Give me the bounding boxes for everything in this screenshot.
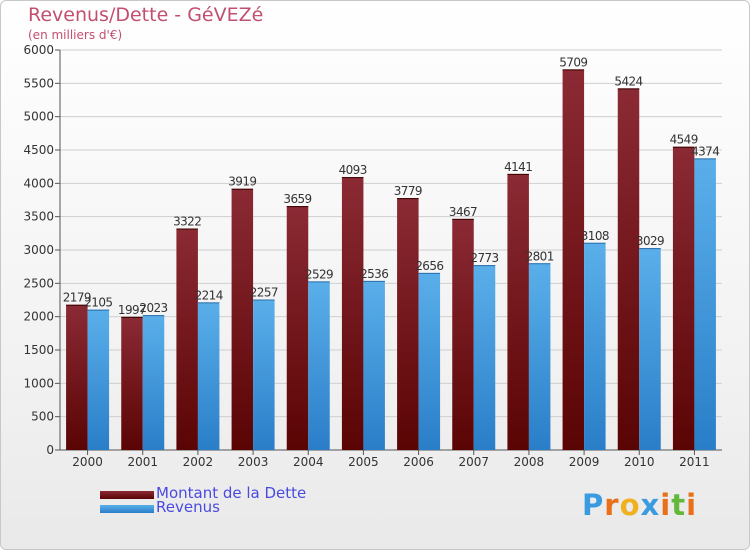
bar-revenus-2004 xyxy=(308,281,330,450)
logo-letter: P xyxy=(582,488,605,522)
data-label-revenus-2009: 3108 xyxy=(581,229,609,243)
x-tick-label: 2003 xyxy=(238,455,269,469)
bars-layer xyxy=(66,69,716,451)
x-tick-label: 2010 xyxy=(624,455,655,469)
x-tick-label: 2000 xyxy=(72,455,103,469)
bar-dette-2002 xyxy=(176,228,198,450)
bar-dette-2006 xyxy=(397,198,419,450)
x-tick-label: 2004 xyxy=(293,455,324,469)
legend-swatch-revenus xyxy=(100,505,154,513)
grid-layer: 0 500 1000 1500 2000 2500 3000 3500 4000 4500 5000… xyxy=(23,43,722,469)
data-label-dette-2011: 4549 xyxy=(670,133,698,147)
y-tick-label: 4500 xyxy=(23,143,54,157)
y-tick-label: 2000 xyxy=(23,310,54,324)
y-tick-label: 500 xyxy=(31,410,54,424)
data-label-dette-2005: 4093 xyxy=(339,163,367,177)
y-tick-label: 3000 xyxy=(23,243,54,257)
chart-subtitle: (en milliers d'€) xyxy=(28,28,123,42)
logo-letter: o xyxy=(619,488,641,522)
data-label-revenus-2003: 2257 xyxy=(250,286,278,300)
legend-label-dette: Montant de la Dette xyxy=(156,484,307,502)
y-tick-label: 3500 xyxy=(23,210,54,224)
data-label-dette-2002: 3322 xyxy=(173,215,201,229)
bar-revenus-2005 xyxy=(363,280,385,450)
bar-dette-2009 xyxy=(562,69,585,451)
data-label-revenus-2011: 4374 xyxy=(691,144,719,158)
x-tick-label: 2011 xyxy=(679,455,710,469)
bar-dette-2007 xyxy=(452,218,474,450)
chart-title: Revenus/Dette - GéVEZé xyxy=(28,4,264,26)
data-label-dette-2010: 5424 xyxy=(614,74,642,88)
x-tick-label: 2006 xyxy=(403,455,434,469)
data-label-revenus-2006: 2656 xyxy=(415,259,443,273)
y-tick-label: 0 xyxy=(46,443,54,457)
legend-label-revenus: Revenus xyxy=(156,498,220,516)
proxiti-logo: Proxiti xyxy=(582,488,697,522)
bar-revenus-2003 xyxy=(253,299,275,450)
data-label-dette-2007: 3467 xyxy=(449,205,477,219)
bar-revenus-2008 xyxy=(528,263,551,450)
data-label-dette-2006: 3779 xyxy=(394,184,422,198)
bar-revenus-2001 xyxy=(142,315,165,450)
logo-letter: t xyxy=(671,488,687,522)
logo-letter: x xyxy=(640,488,661,522)
data-label-dette-2004: 3659 xyxy=(283,192,311,206)
bar-revenus-2002 xyxy=(197,302,220,450)
data-label-revenus-2010: 3029 xyxy=(636,234,664,248)
data-label-revenus-2004: 2529 xyxy=(305,267,333,281)
x-tick-label: 2001 xyxy=(127,455,158,469)
y-tick-label: 1500 xyxy=(23,343,54,357)
x-tick-label: 2005 xyxy=(348,455,379,469)
x-tick-label: 2009 xyxy=(569,455,600,469)
data-label-dette-2009: 5709 xyxy=(559,55,587,69)
y-tick-label: 1000 xyxy=(23,376,54,390)
bar-revenus-2010 xyxy=(639,248,661,450)
bar-dette-2011 xyxy=(672,146,695,450)
x-tick-label: 2007 xyxy=(458,455,489,469)
data-label-revenus-2000: 2105 xyxy=(84,296,112,310)
data-label-revenus-2005: 2536 xyxy=(360,267,388,281)
y-tick-label: 5000 xyxy=(23,110,54,124)
logo-letter: i xyxy=(686,488,698,522)
data-label-revenus-2002: 2214 xyxy=(195,288,223,302)
y-tick-label: 2500 xyxy=(23,276,54,290)
bar-revenus-2007 xyxy=(473,265,496,450)
y-tick-label: 4000 xyxy=(23,176,54,190)
y-tick-label: 6000 xyxy=(23,43,54,57)
bar-revenus-2011 xyxy=(694,158,716,450)
bar-dette-2005 xyxy=(341,177,364,450)
data-label-revenus-2008: 2801 xyxy=(526,249,554,263)
data-label-dette-2008: 4141 xyxy=(504,160,532,174)
legend-swatch-dette xyxy=(100,491,154,499)
bar-revenus-2006 xyxy=(418,272,441,450)
data-label-dette-2000: 2179 xyxy=(63,291,91,305)
bar-dette-2000 xyxy=(66,304,88,450)
y-tick-label: 5500 xyxy=(23,76,54,90)
bar-revenus-2000 xyxy=(87,309,110,450)
x-tick-label: 2008 xyxy=(514,455,545,469)
data-label-revenus-2001: 2023 xyxy=(139,301,167,315)
bar-dette-2008 xyxy=(507,173,529,450)
bar-revenus-2009 xyxy=(584,242,606,450)
bar-dette-2010 xyxy=(617,88,640,451)
logo-letter: i xyxy=(660,488,672,522)
bar-dette-2004 xyxy=(286,206,309,450)
logo-letter: r xyxy=(604,488,620,522)
bar-dette-2003 xyxy=(231,188,254,450)
x-tick-label: 2002 xyxy=(183,455,214,469)
bar-dette-2001 xyxy=(121,316,143,450)
data-label-dette-2001: 1997 xyxy=(118,303,146,317)
data-label-dette-2003: 3919 xyxy=(228,175,256,189)
data-label-revenus-2007: 2773 xyxy=(470,251,498,265)
